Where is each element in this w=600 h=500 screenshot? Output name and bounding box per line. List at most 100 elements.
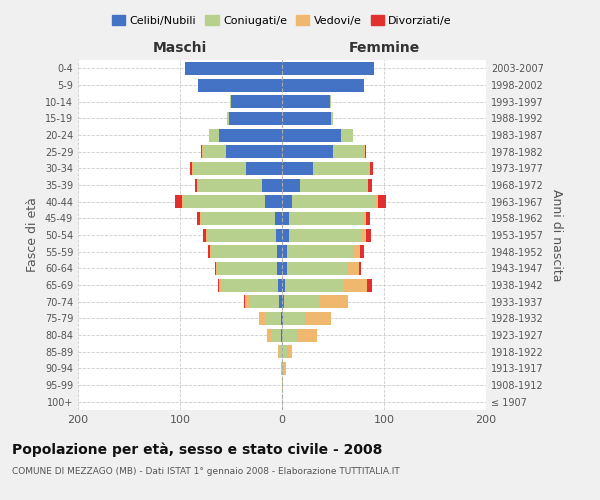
- Bar: [209, 245, 211, 258]
- Bar: [276, 228, 282, 241]
- Bar: [298, 328, 317, 342]
- Bar: [282, 145, 333, 158]
- Bar: [281, 362, 282, 375]
- Bar: [219, 278, 222, 291]
- Bar: [287, 345, 292, 358]
- Bar: [182, 195, 183, 208]
- Bar: [282, 178, 301, 192]
- Text: Femmine: Femmine: [349, 41, 419, 55]
- Bar: [282, 228, 289, 241]
- Bar: [247, 162, 282, 175]
- Legend: Celibi/Nubili, Coniugati/e, Vedovi/e, Divorziati/e: Celibi/Nubili, Coniugati/e, Vedovi/e, Di…: [107, 10, 457, 30]
- Bar: [282, 312, 283, 325]
- Bar: [227, 112, 229, 125]
- Bar: [353, 245, 359, 258]
- Bar: [282, 62, 374, 75]
- Bar: [281, 312, 282, 325]
- Bar: [206, 228, 276, 241]
- Bar: [370, 162, 373, 175]
- Bar: [271, 328, 281, 342]
- Bar: [267, 328, 271, 342]
- Bar: [285, 278, 344, 291]
- Bar: [282, 112, 331, 125]
- Bar: [282, 328, 298, 342]
- Bar: [202, 212, 275, 225]
- Bar: [282, 128, 341, 141]
- Bar: [284, 362, 286, 375]
- Bar: [183, 195, 265, 208]
- Bar: [282, 195, 292, 208]
- Bar: [282, 378, 283, 392]
- Bar: [365, 212, 370, 225]
- Bar: [192, 162, 193, 175]
- Bar: [289, 212, 362, 225]
- Bar: [359, 245, 364, 258]
- Bar: [361, 228, 365, 241]
- Bar: [190, 162, 192, 175]
- Bar: [199, 78, 282, 92]
- Bar: [222, 278, 278, 291]
- Bar: [218, 262, 277, 275]
- Bar: [279, 295, 282, 308]
- Bar: [193, 162, 247, 175]
- Bar: [292, 195, 376, 208]
- Bar: [282, 95, 330, 108]
- Bar: [279, 345, 282, 358]
- Text: Popolazione per età, sesso e stato civile - 2008: Popolazione per età, sesso e stato civil…: [12, 442, 382, 457]
- Bar: [282, 362, 284, 375]
- Bar: [196, 178, 197, 192]
- Bar: [283, 312, 305, 325]
- Bar: [330, 95, 331, 108]
- Bar: [275, 212, 282, 225]
- Bar: [230, 95, 231, 108]
- Bar: [278, 345, 279, 358]
- Bar: [367, 178, 368, 192]
- Bar: [200, 212, 202, 225]
- Text: COMUNE DI MEZZAGO (MB) - Dati ISTAT 1° gennaio 2008 - Elaborazione TUTTITALIA.IT: COMUNE DI MEZZAGO (MB) - Dati ISTAT 1° g…: [12, 468, 400, 476]
- Bar: [231, 95, 282, 108]
- Bar: [211, 245, 277, 258]
- Bar: [216, 262, 218, 275]
- Bar: [259, 312, 265, 325]
- Bar: [301, 178, 367, 192]
- Bar: [265, 312, 281, 325]
- Bar: [287, 262, 349, 275]
- Bar: [175, 195, 182, 208]
- Bar: [262, 178, 282, 192]
- Bar: [250, 295, 279, 308]
- Bar: [368, 178, 372, 192]
- Bar: [215, 262, 216, 275]
- Bar: [287, 245, 353, 258]
- Y-axis label: Anni di nascita: Anni di nascita: [550, 188, 563, 281]
- Bar: [203, 228, 206, 241]
- Bar: [365, 228, 371, 241]
- Bar: [282, 78, 364, 92]
- Bar: [197, 178, 199, 192]
- Bar: [369, 162, 370, 175]
- Bar: [349, 262, 359, 275]
- Bar: [203, 145, 226, 158]
- Bar: [278, 278, 282, 291]
- Bar: [320, 295, 349, 308]
- Bar: [282, 262, 287, 275]
- Bar: [289, 228, 361, 241]
- Bar: [208, 245, 209, 258]
- Bar: [185, 62, 282, 75]
- Bar: [284, 295, 320, 308]
- Bar: [282, 345, 287, 358]
- Bar: [226, 145, 282, 158]
- Text: Maschi: Maschi: [153, 41, 207, 55]
- Bar: [209, 128, 219, 141]
- Bar: [199, 178, 262, 192]
- Bar: [219, 128, 282, 141]
- Bar: [282, 278, 285, 291]
- Bar: [333, 145, 364, 158]
- Bar: [362, 212, 365, 225]
- Bar: [313, 162, 369, 175]
- Bar: [197, 212, 200, 225]
- Bar: [305, 312, 331, 325]
- Bar: [277, 245, 282, 258]
- Bar: [282, 212, 289, 225]
- Bar: [341, 128, 353, 141]
- Bar: [367, 278, 372, 291]
